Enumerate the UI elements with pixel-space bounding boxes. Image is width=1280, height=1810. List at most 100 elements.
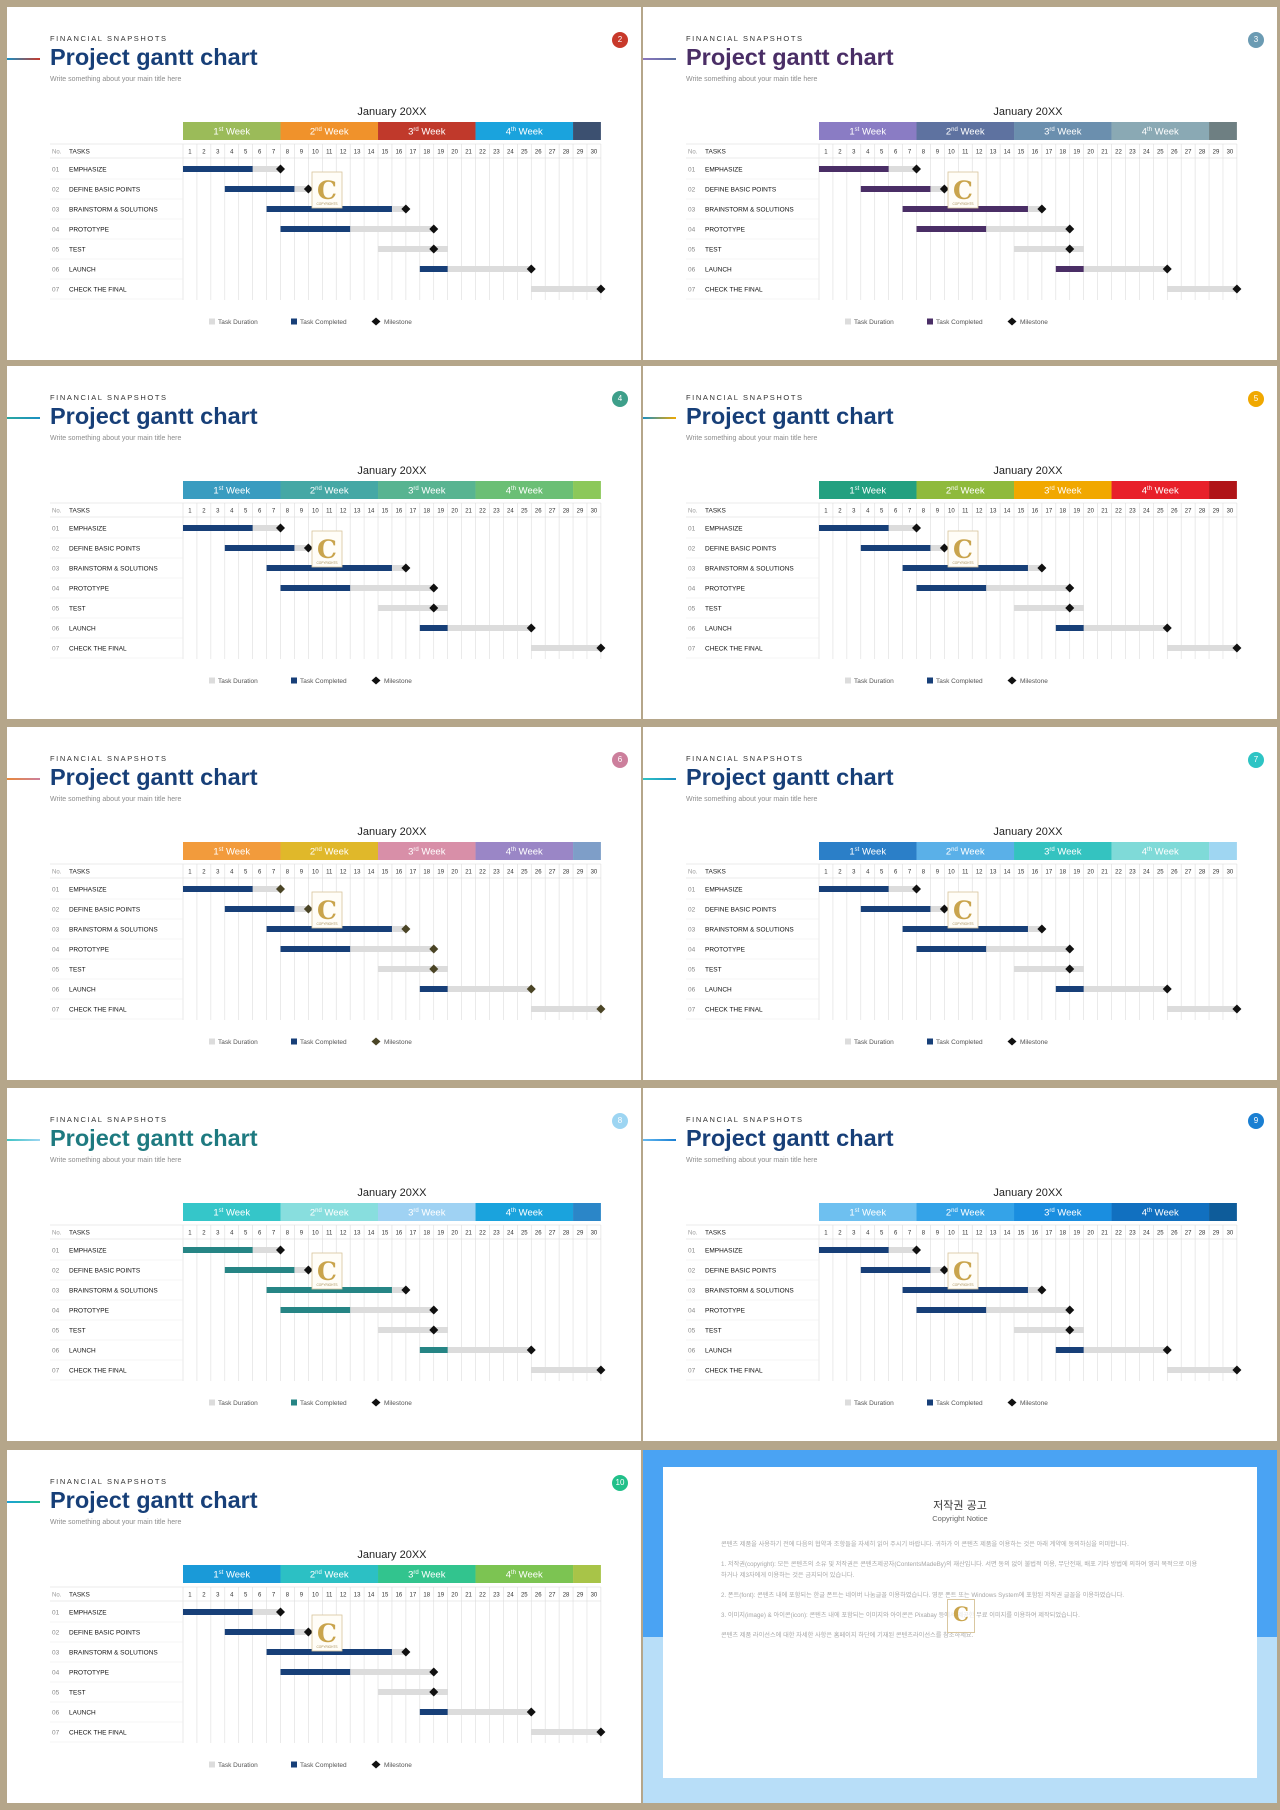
legend-duration-swatch (845, 318, 851, 325)
day-number: 15 (1018, 509, 1025, 515)
slide-number-badge: 8 (612, 1113, 628, 1129)
no-column-header: No. (52, 1593, 62, 1599)
task-number: 04 (52, 1308, 60, 1315)
slide-title: Project gantt chart (50, 1125, 258, 1151)
task-duration-bar (916, 946, 1070, 952)
gantt-slide: FINANCIAL SNAPSHOTS Project gantt chart Wr… (7, 7, 641, 360)
day-number: 29 (577, 1231, 584, 1237)
legend-completed-swatch (927, 1038, 933, 1045)
day-number: 6 (894, 150, 898, 156)
task-name: PROTOTYPE (69, 1308, 110, 1315)
day-number: 30 (591, 1593, 598, 1599)
task-name: EMPHASIZE (69, 167, 107, 174)
day-number: 3 (216, 1593, 220, 1599)
legend-milestone-label: Milestone (1020, 319, 1048, 326)
day-number: 1 (824, 150, 828, 156)
day-number: 9 (936, 870, 940, 876)
kicker: FINANCIAL SNAPSHOTS (50, 1115, 168, 1124)
milestone-marker (276, 164, 286, 174)
gantt-chart: January 20XX 1st Week 2nd Week 3rd Week 4th … (686, 106, 1242, 326)
milestone-marker (596, 643, 606, 653)
day-number: 28 (563, 1593, 570, 1599)
task-completed-bar (860, 1267, 931, 1273)
day-number: 3 (216, 870, 220, 876)
logo-caption: COPYRIGHTS (952, 202, 973, 206)
day-number: 4 (866, 509, 870, 515)
week-label: 1st Week (213, 847, 250, 858)
day-number: 29 (577, 150, 584, 156)
task-completed-bar (902, 565, 1028, 571)
notice-body: 콘텐츠 제품을 사용하기 전에 다음의 협약과 조항들을 자세히 읽어 주시기 … (721, 1539, 1199, 1650)
day-number: 15 (382, 1231, 389, 1237)
kicker: FINANCIAL SNAPSHOTS (686, 34, 804, 43)
day-number: 24 (1143, 1231, 1150, 1237)
week-header-3 (378, 481, 476, 499)
milestone-marker (1162, 1345, 1172, 1355)
task-name: TEST (69, 606, 86, 613)
week-label: 2nd Week (946, 486, 985, 497)
task-completed-bar (819, 166, 889, 172)
day-number: 20 (1087, 509, 1094, 515)
task-number: 02 (52, 907, 60, 914)
milestone-marker (429, 244, 439, 254)
task-number: 04 (688, 947, 696, 954)
task-completed-bar (819, 1247, 889, 1253)
day-number: 30 (591, 150, 598, 156)
day-number: 13 (354, 1231, 361, 1237)
task-completed-bar (902, 206, 1028, 212)
tasks-column-header: TASKS (705, 869, 726, 876)
no-column-header: No. (52, 870, 62, 876)
day-number: 10 (312, 509, 319, 515)
week-label: 4th Week (1142, 486, 1179, 497)
day-number: 22 (479, 1593, 486, 1599)
day-number: 13 (354, 509, 361, 515)
week-label: 4th Week (506, 1570, 543, 1581)
month-label: January 20XX (357, 826, 427, 838)
task-name: BRAINSTORM & SOLUTIONS (705, 566, 794, 573)
milestone-marker (1162, 623, 1172, 633)
task-name: CHECK THE FINAL (69, 1007, 127, 1014)
tasks-column-header: TASKS (69, 1230, 90, 1237)
week-header-3 (378, 1565, 476, 1583)
logo-caption: COPYRIGHTS (952, 922, 973, 926)
task-completed-bar (916, 1307, 987, 1313)
logo-letter: C (317, 535, 337, 564)
day-number: 5 (880, 509, 884, 515)
week-header-3 (378, 1203, 476, 1221)
task-number: 03 (52, 207, 60, 214)
week-header-2 (280, 122, 379, 140)
legend-milestone-icon (371, 676, 381, 685)
day-number: 13 (990, 150, 997, 156)
gantt-slide: FINANCIAL SNAPSHOTS Project gantt chart Wr… (7, 366, 641, 719)
week-header-tail (1209, 481, 1237, 499)
task-number: 05 (688, 967, 696, 974)
gantt-chart: January 20XX 1st Week 2nd Week 3rd Week 4th … (50, 1549, 606, 1769)
week-header-tail (1209, 122, 1237, 140)
task-number: 05 (688, 1328, 696, 1335)
day-number: 5 (880, 1231, 884, 1237)
day-number: 17 (1046, 150, 1053, 156)
legend-milestone-label: Milestone (384, 1762, 412, 1769)
day-number: 16 (1032, 870, 1039, 876)
week-header-1 (183, 1203, 281, 1221)
day-number: 17 (410, 1231, 417, 1237)
task-number: 02 (52, 1630, 60, 1637)
logo-caption: COPYRIGHTS (316, 202, 337, 206)
day-number: 29 (1213, 870, 1220, 876)
logo-letter: C (317, 896, 337, 925)
week-header-2 (916, 1203, 1015, 1221)
kicker: FINANCIAL SNAPSHOTS (686, 754, 804, 763)
legend-completed-label: Task Completed (936, 678, 983, 685)
task-completed-bar (266, 565, 392, 571)
legend-duration-label: Task Duration (854, 319, 894, 326)
task-name: LAUNCH (705, 267, 732, 274)
milestone-marker (596, 284, 606, 294)
title-accent-line (7, 58, 40, 60)
day-number: 3 (216, 1231, 220, 1237)
legend-completed-label: Task Completed (300, 1762, 347, 1769)
day-number: 22 (1115, 870, 1122, 876)
milestone-marker (276, 1607, 286, 1617)
week-label: 4th Week (1142, 127, 1179, 138)
day-number: 28 (1199, 1231, 1206, 1237)
week-header-4 (475, 481, 574, 499)
